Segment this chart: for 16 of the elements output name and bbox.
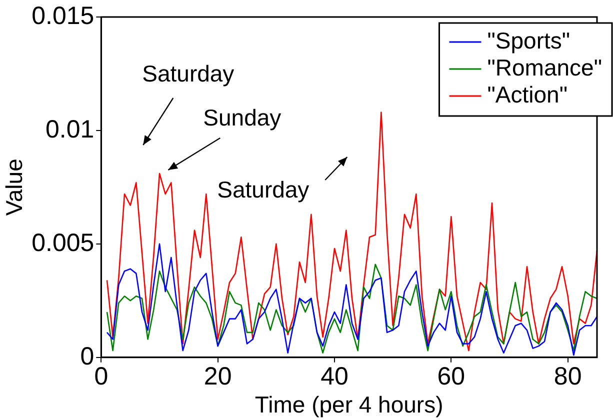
- annotation: Saturday: [217, 176, 310, 202]
- y-tick-label: 0.015: [32, 2, 94, 30]
- x-tick-label: 20: [204, 362, 232, 390]
- x-axis-title: Time (per 4 hours): [254, 392, 444, 418]
- y-tick-label: 0.01: [45, 115, 94, 144]
- x-tick-label: 60: [437, 362, 466, 390]
- legend-label: "Romance": [487, 54, 602, 80]
- y-tick-label: 0.005: [32, 228, 94, 257]
- y-tick-label: 0: [80, 342, 94, 370]
- legend-label: "Sports": [487, 27, 570, 54]
- x-tick-label: 80: [554, 362, 582, 390]
- annotation: Saturday: [142, 60, 235, 86]
- x-tick-label: 40: [320, 362, 348, 390]
- legend-label: "Action": [487, 81, 568, 108]
- y-axis-title: Value: [1, 158, 28, 216]
- annotation: Sunday: [203, 104, 282, 130]
